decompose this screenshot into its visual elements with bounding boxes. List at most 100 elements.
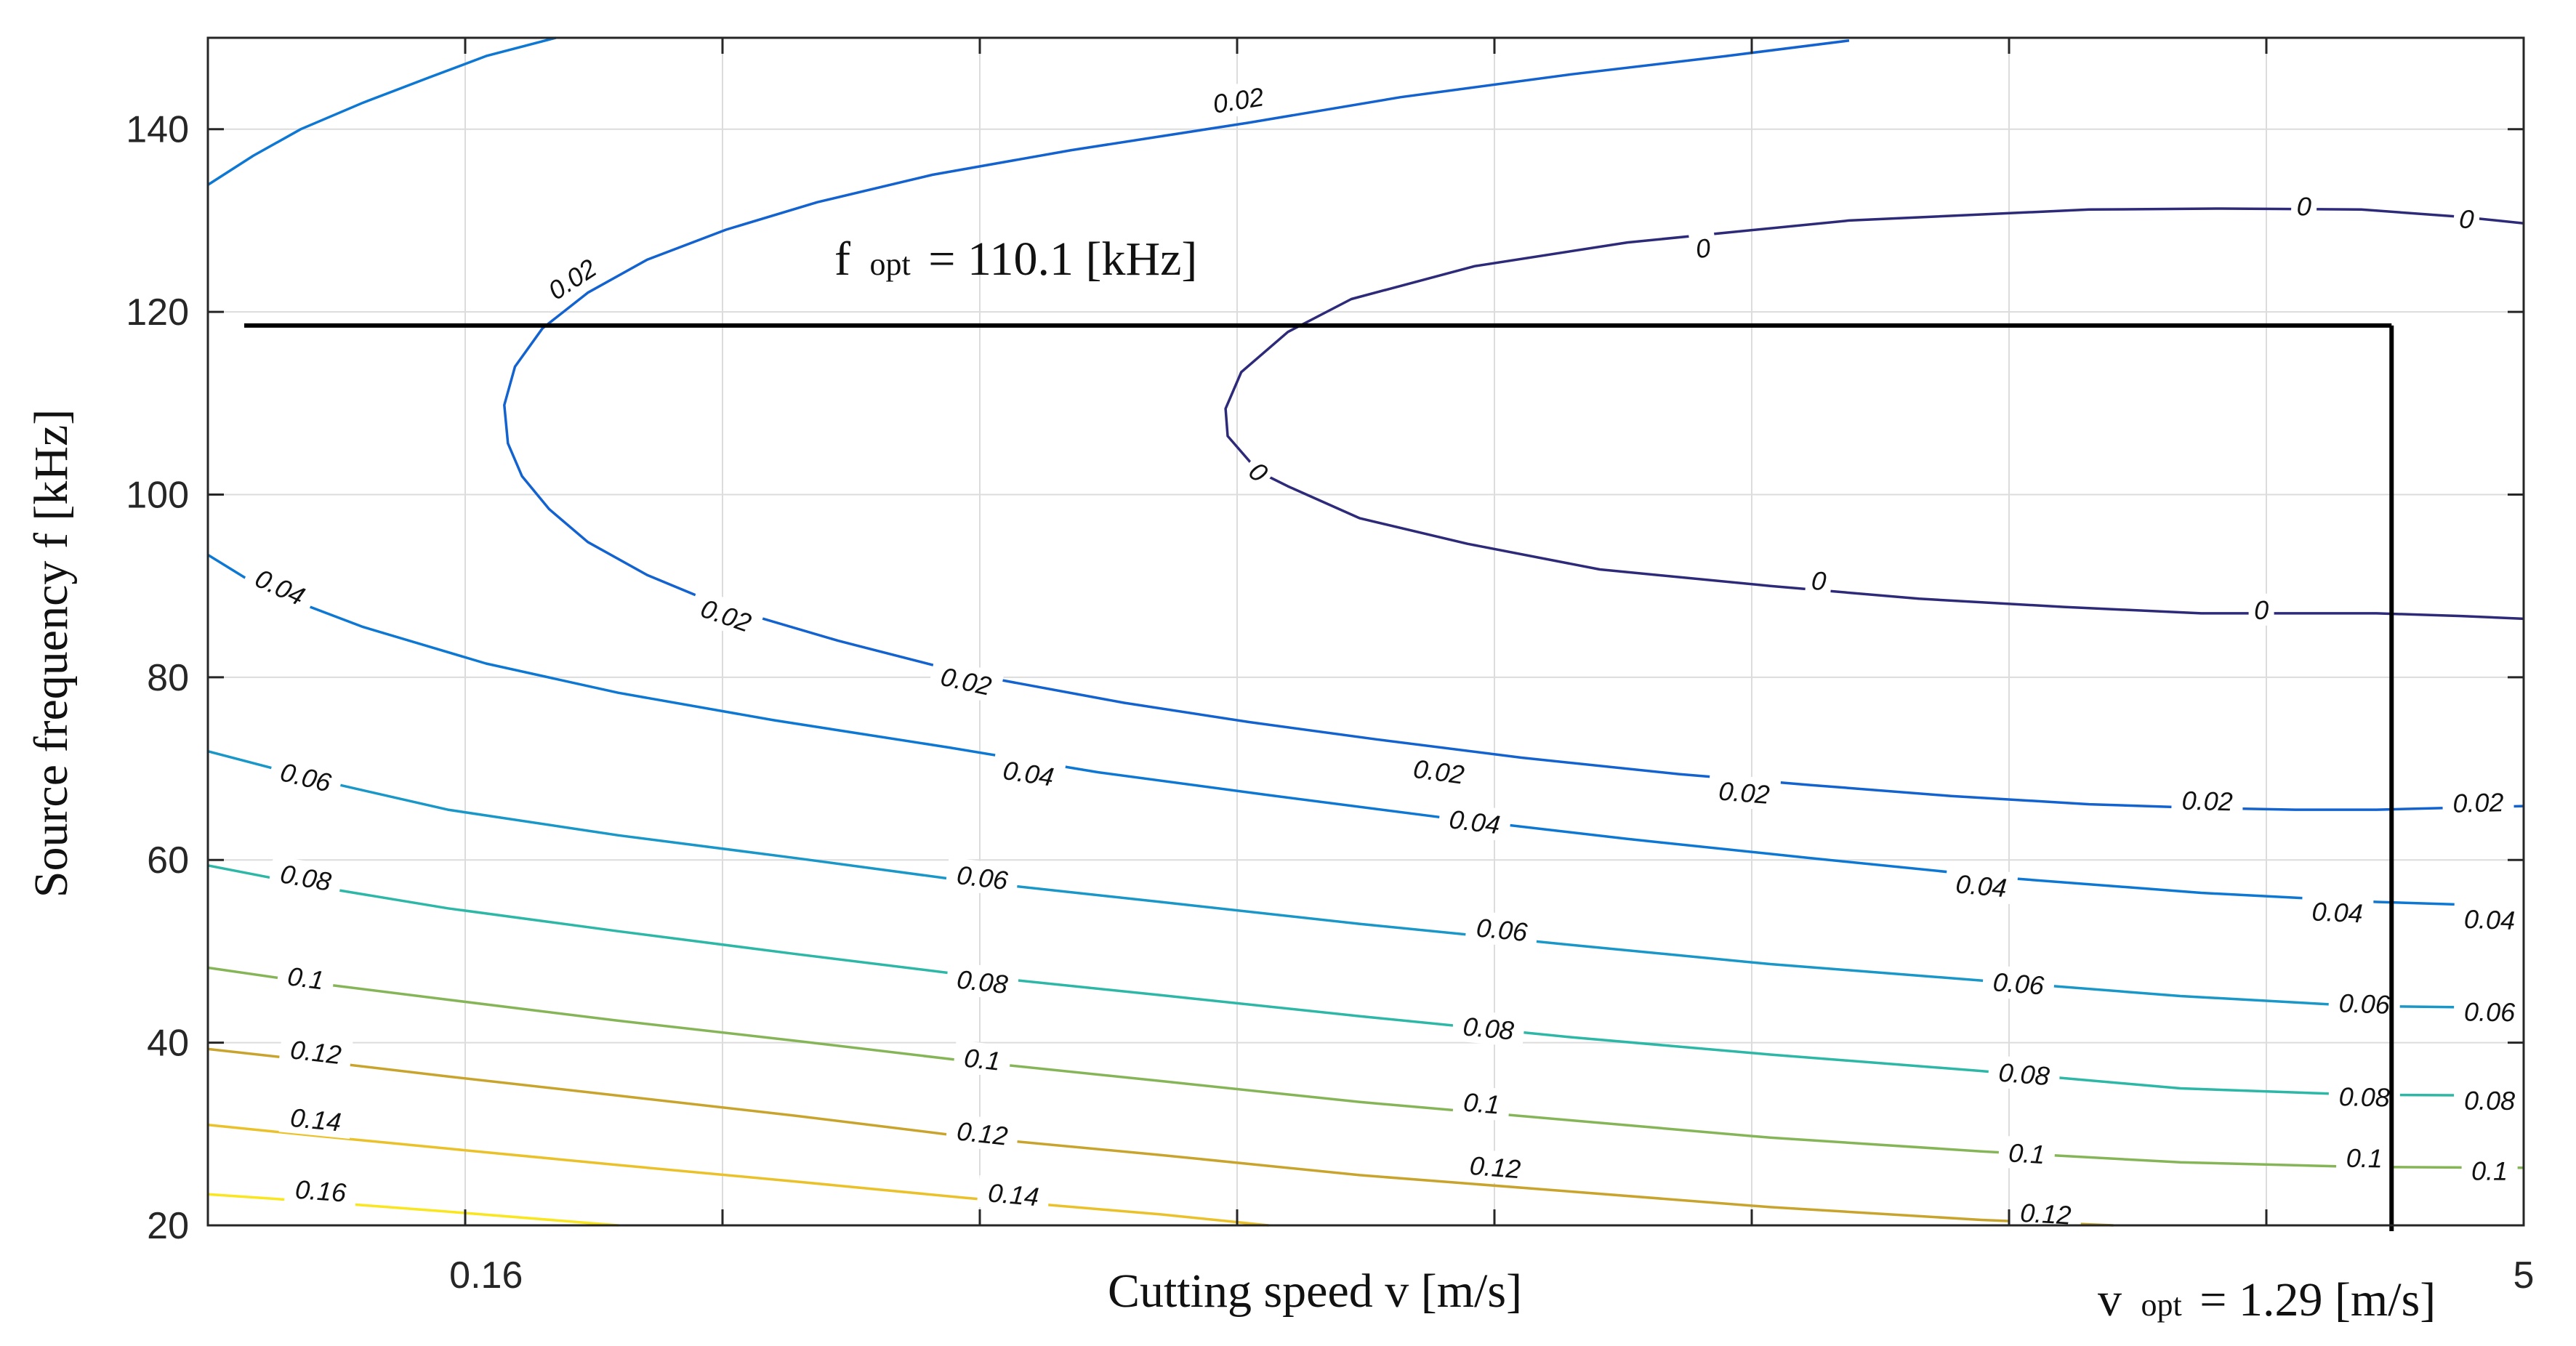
y-tick-label-100: 100 bbox=[126, 474, 189, 516]
contour-label-background bbox=[1688, 230, 1718, 266]
contour-label-group: 0 bbox=[2248, 593, 2274, 626]
contour-label-background bbox=[2335, 1141, 2393, 1174]
y-tick-label-120: 120 bbox=[126, 291, 189, 334]
contour-label-0.04: 0.04 bbox=[1001, 755, 1055, 792]
contour-label-0.04: 0.04 bbox=[2311, 896, 2364, 928]
contour-line-0.04 bbox=[207, 36, 557, 186]
contour-label-0: 0 bbox=[2458, 203, 2475, 235]
plot-area-frame bbox=[206, 36, 2525, 1227]
contour-label-0: 0 bbox=[1810, 565, 1827, 597]
contour-label-group: 0.12 bbox=[945, 1113, 1020, 1153]
contour-label-background bbox=[278, 1031, 353, 1072]
contour-label-background bbox=[945, 1113, 1020, 1153]
contour-label-background bbox=[2290, 189, 2318, 222]
contour-label-0.08: 0.08 bbox=[2338, 1081, 2390, 1112]
contour-lines bbox=[207, 36, 2524, 1227]
contour-label-group: 0.08 bbox=[1451, 1009, 1526, 1047]
contour-label-background bbox=[687, 588, 765, 642]
contour-label-0.14: 0.14 bbox=[289, 1103, 343, 1137]
y-axis-title: Source frequency f [kHz] bbox=[25, 409, 78, 898]
contour-label-0.06: 0.06 bbox=[1475, 912, 1529, 947]
contour-label-background bbox=[1707, 773, 1782, 812]
contour-label-group: 0.12 bbox=[2009, 1196, 2082, 1232]
contour-label-group: 0.08 bbox=[2328, 1079, 2401, 1113]
contour-label-background bbox=[2442, 785, 2514, 820]
contour-label-group: 0.02 bbox=[1401, 751, 1476, 792]
contour-label-background bbox=[1437, 801, 1513, 842]
contour-label-group: 0.12 bbox=[1458, 1148, 1532, 1186]
contour-label-0: 0 bbox=[2296, 191, 2311, 222]
contour-label-group: 0.16 bbox=[283, 1172, 358, 1209]
contour-label-group: 0.02 bbox=[2442, 785, 2514, 820]
f-opt-main: f bbox=[834, 233, 850, 286]
contour-label-0.1: 0.1 bbox=[1462, 1087, 1501, 1119]
contour-label-background bbox=[2461, 1154, 2518, 1187]
contour-label-group: 0.06 bbox=[1981, 964, 2056, 1002]
contour-label-group: 0.1 bbox=[952, 1040, 1013, 1079]
contour-label-group: 0 bbox=[1804, 563, 1833, 598]
contour-line-0.06 bbox=[207, 750, 2524, 1010]
contour-label-background bbox=[2328, 1079, 2401, 1113]
x-axis-ticks: 0.16 5 bbox=[449, 38, 2534, 1297]
contour-label-group: 0.04 bbox=[2453, 902, 2526, 937]
contour-label-0.08: 0.08 bbox=[1462, 1011, 1516, 1045]
v-opt-value: = 1.29 [m/s] bbox=[2199, 1273, 2436, 1326]
contour-label-group: 0.06 bbox=[2328, 986, 2401, 1021]
contour-label-group: 0.02 bbox=[2171, 783, 2244, 818]
contour-line-0.12 bbox=[207, 1047, 2114, 1227]
contour-label-group: 0.04 bbox=[1437, 801, 1513, 842]
contour-label-background bbox=[2301, 894, 2374, 930]
contour-label-background bbox=[275, 958, 336, 998]
contour-label-0.02: 0.02 bbox=[2452, 787, 2504, 818]
contour-label-background bbox=[2453, 995, 2526, 1028]
contour-label-background bbox=[945, 962, 1020, 1002]
contour-label-background bbox=[952, 1040, 1013, 1079]
contour-line-0.02 bbox=[503, 39, 2524, 811]
y-axis-ticks: 20 40 60 80 100 120 140 bbox=[126, 109, 2524, 1247]
contour-label-background bbox=[278, 1100, 353, 1139]
contour-label-background bbox=[1458, 1148, 1532, 1186]
contour-label-background bbox=[2009, 1196, 2082, 1232]
contour-label-group: 0 bbox=[2290, 189, 2318, 222]
contour-label-0.06: 0.06 bbox=[1992, 967, 2045, 1000]
contour-label-group: 0.1 bbox=[2461, 1154, 2518, 1187]
contour-label-background bbox=[1465, 910, 1539, 949]
contour-label-0.16: 0.16 bbox=[294, 1174, 348, 1208]
contour-label-background bbox=[1981, 964, 2056, 1002]
contour-label-0.1: 0.1 bbox=[286, 961, 326, 995]
contour-label-0.08: 0.08 bbox=[2464, 1086, 2515, 1116]
contour-label-background bbox=[1401, 751, 1476, 792]
contour-label-background bbox=[991, 751, 1066, 794]
y-tick-label-40: 40 bbox=[147, 1023, 189, 1065]
contour-label-0.08: 0.08 bbox=[1997, 1057, 2050, 1092]
y-tick-label-140: 140 bbox=[126, 109, 189, 151]
contour-line-0.1 bbox=[207, 966, 2524, 1169]
contour-label-group: 0.02 bbox=[1200, 78, 1276, 121]
contour-label-0: 0 bbox=[2254, 595, 2269, 625]
contour-label-group: 0.1 bbox=[1997, 1135, 2056, 1171]
f-opt-subscript: opt bbox=[869, 246, 910, 282]
contour-label-0.1: 0.1 bbox=[962, 1043, 1002, 1076]
contour-label-background bbox=[1997, 1135, 2056, 1171]
contour-label-background bbox=[2248, 593, 2274, 626]
contour-label-background bbox=[945, 857, 1020, 898]
contour-label-group: 0.14 bbox=[976, 1174, 1051, 1214]
contour-label-0.02: 0.02 bbox=[2181, 786, 2233, 817]
contour-label-background bbox=[1944, 866, 2018, 905]
contour-label-background bbox=[1238, 451, 1279, 493]
contour-label-background bbox=[1451, 1009, 1526, 1047]
contour-label-0.1: 0.1 bbox=[2471, 1156, 2508, 1185]
y-tick-label-20: 20 bbox=[147, 1205, 189, 1247]
contour-label-background bbox=[1804, 563, 1833, 598]
contour-label-background bbox=[241, 557, 320, 616]
contour-label-background bbox=[267, 752, 345, 801]
f-opt-annotation: f opt = 110.1 [kHz] bbox=[834, 233, 1197, 286]
contour-label-background bbox=[283, 1172, 358, 1209]
contour-label-group: 0.06 bbox=[945, 857, 1020, 898]
contour-label-group: 0.02 bbox=[1707, 773, 1782, 812]
contour-line-0.16 bbox=[207, 1193, 619, 1227]
contour-label-group: 0.08 bbox=[945, 962, 1020, 1002]
